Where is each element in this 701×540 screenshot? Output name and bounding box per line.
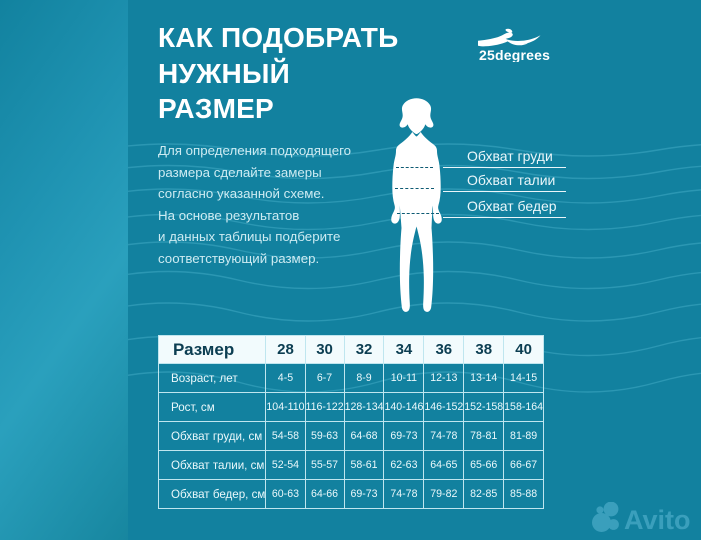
svg-text:Avito: Avito — [624, 505, 690, 535]
svg-text:25degrees: 25degrees — [479, 47, 550, 62]
